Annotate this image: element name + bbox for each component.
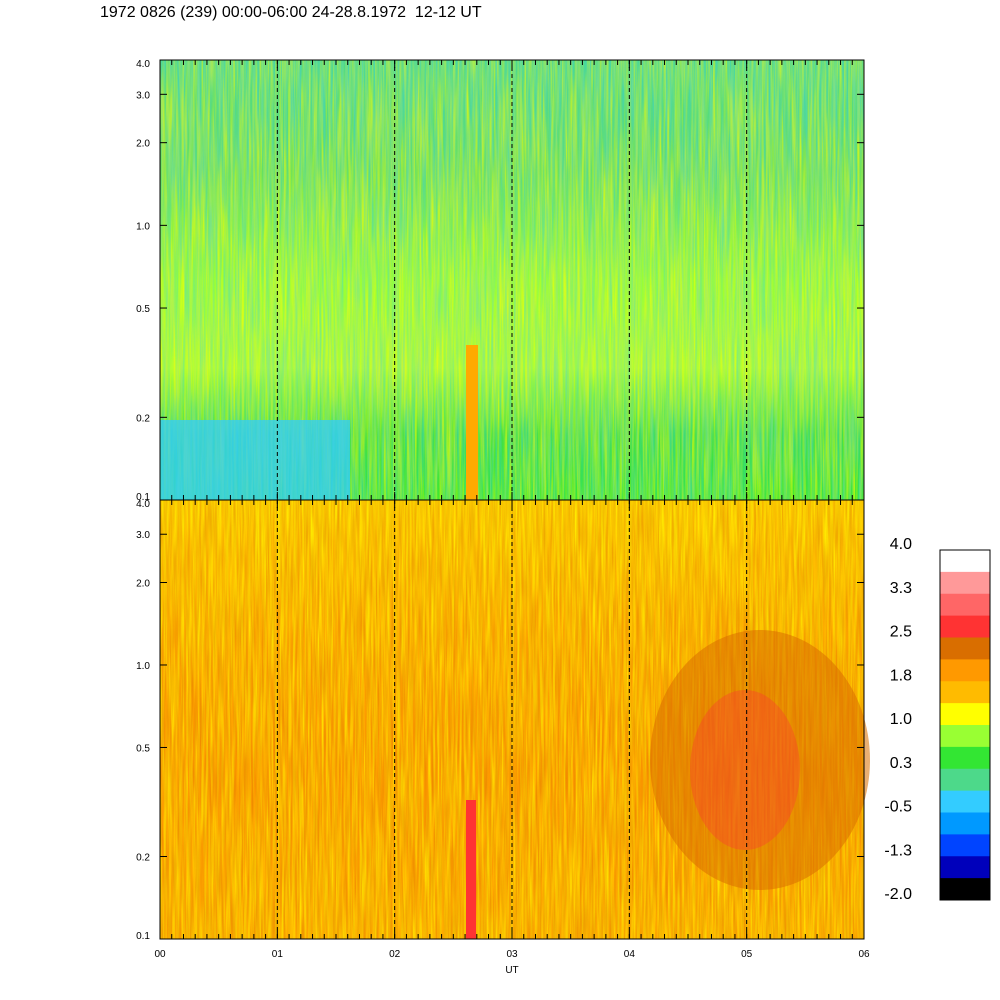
colorbar-label: -1.3 bbox=[884, 842, 912, 859]
y-tick-label: 2.0 bbox=[136, 139, 150, 150]
colorbar-label: 3.3 bbox=[890, 580, 912, 597]
y-tick-label: 2.0 bbox=[136, 578, 150, 589]
lower-panel-red-column bbox=[466, 800, 476, 939]
x-tick-label: 03 bbox=[506, 949, 518, 960]
y-tick-label: 1.0 bbox=[136, 661, 150, 672]
y-tick-label: 4.0 bbox=[136, 499, 150, 510]
colorbar-swatch bbox=[940, 812, 990, 835]
y-tick-label: 1.0 bbox=[136, 221, 150, 232]
y-tick-label: 4.0 bbox=[136, 59, 150, 70]
upper-panel-axes: 4.0 3.0 2.0 1.0 0.5 0.2 0.1 bbox=[136, 59, 865, 503]
colorbar-swatch bbox=[940, 856, 990, 879]
x-tick-label: 05 bbox=[741, 949, 753, 960]
y-tick-label: 3.0 bbox=[136, 530, 150, 541]
colorbar-swatch bbox=[940, 725, 990, 748]
x-tick-label: 01 bbox=[272, 949, 284, 960]
colorbar-swatch bbox=[940, 593, 990, 617]
colorbar-label: 2.5 bbox=[890, 624, 912, 641]
y-tick-label: 0.1 bbox=[136, 931, 150, 942]
colorbar-swatch bbox=[940, 746, 990, 770]
lower-panel-red-region bbox=[690, 690, 800, 850]
colorbar-label: 1.8 bbox=[890, 667, 912, 684]
colorbar-swatch bbox=[940, 571, 990, 595]
colorbar-label: 4.0 bbox=[890, 536, 912, 553]
lower-panel-axes: 4.0 3.0 2.0 1.0 0.5 0.2 0.1 bbox=[136, 499, 865, 942]
colorbar-label: 0.3 bbox=[890, 755, 912, 772]
colorbar-label: 1.0 bbox=[890, 711, 912, 728]
colorbar-swatch bbox=[940, 834, 990, 857]
upper-panel-low-cyan-region bbox=[160, 420, 350, 500]
upper-panel-orange-column bbox=[466, 345, 478, 500]
y-tick-label: 0.1 bbox=[136, 492, 150, 503]
x-axis: 00 01 02 03 04 05 06 UT bbox=[154, 949, 870, 976]
colorbar-swatch bbox=[940, 681, 990, 704]
y-tick-label: 0.5 bbox=[136, 743, 150, 754]
x-tick-label: 00 bbox=[154, 949, 166, 960]
colorbar-frame bbox=[939, 549, 991, 901]
lower-panel-dark-orange-region bbox=[650, 630, 870, 890]
colorbar-swatch bbox=[940, 615, 990, 638]
colorbar-swatch bbox=[940, 790, 990, 813]
colorbar-swatch bbox=[940, 637, 990, 660]
lower-panel bbox=[160, 500, 870, 939]
colorbar-label: -2.0 bbox=[884, 886, 912, 903]
colorbar-swatch bbox=[940, 768, 990, 792]
x-tick-label: 06 bbox=[858, 949, 870, 960]
colorbar-swatch bbox=[940, 659, 990, 682]
x-tick-label: 02 bbox=[389, 949, 401, 960]
colorbar-label: -0.5 bbox=[884, 799, 912, 816]
y-tick-label: 3.0 bbox=[136, 90, 150, 101]
colorbar: 4.0 3.3 2.5 1.8 1.0 0.3 -0.5 -1.3 -2.0 bbox=[884, 536, 991, 903]
colorbar-swatch bbox=[940, 703, 990, 726]
x-axis-label: UT bbox=[505, 965, 518, 976]
x-tick-label: 04 bbox=[624, 949, 636, 960]
colorbar-swatch bbox=[940, 550, 990, 573]
y-tick-label: 0.5 bbox=[136, 304, 150, 315]
chart-title: 1972 0826 (239) 00:00-06:00 24-28.8.1972… bbox=[100, 4, 482, 21]
y-tick-label: 0.2 bbox=[136, 413, 150, 424]
y-tick-label: 0.2 bbox=[136, 853, 150, 864]
colorbar-swatch bbox=[940, 878, 990, 901]
